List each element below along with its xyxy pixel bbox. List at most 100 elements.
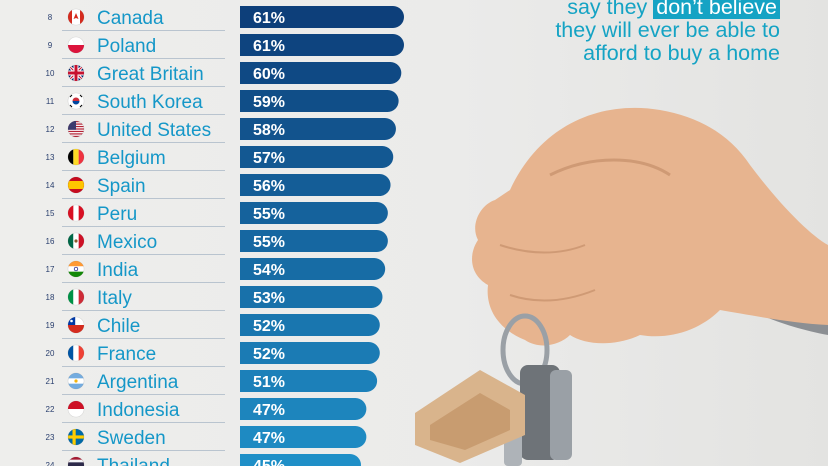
hand-holding-keys-photo <box>415 107 828 466</box>
headline-line2: they will ever be able to <box>555 18 780 42</box>
value-label: 52% <box>253 318 285 335</box>
rank-label: 20 <box>46 349 55 358</box>
country-label: India <box>97 260 139 281</box>
chart-row-france: 20 France 52% <box>46 342 380 367</box>
bar-square-end <box>240 6 254 28</box>
value-label: 59% <box>253 94 285 111</box>
bar-square-end <box>240 426 254 448</box>
country-label: Great Britain <box>97 64 204 85</box>
argentina-flag-icon <box>67 372 85 390</box>
rank-label: 24 <box>46 461 55 466</box>
spain-flag-icon <box>67 176 85 194</box>
rank-label: 18 <box>46 293 55 302</box>
country-label: Belgium <box>97 148 166 169</box>
rank-label: 11 <box>46 97 55 106</box>
value-label: 47% <box>253 430 285 447</box>
bar-south-korea <box>240 90 399 112</box>
bar-square-end <box>240 146 254 168</box>
bar-square-end <box>240 62 254 84</box>
value-label: 57% <box>253 150 285 167</box>
rank-label: 16 <box>46 237 55 246</box>
france-flag-icon <box>67 344 85 362</box>
value-label: 60% <box>253 66 285 83</box>
value-label: 52% <box>253 346 285 363</box>
chart-row-united-states: 12 United States 58% <box>46 118 396 143</box>
bar-france <box>240 342 380 364</box>
bar-italy <box>240 286 383 308</box>
peru-flag-icon <box>67 204 85 222</box>
chart-row-argentina: 21 Argentina 51% <box>46 370 378 395</box>
value-label: 58% <box>253 122 285 139</box>
country-label: Spain <box>97 176 146 197</box>
chart-row-indonesia: 22 Indonesia 47% <box>46 398 367 423</box>
chart-row-belgium: 13 Belgium 57% <box>46 146 394 171</box>
india-flag-icon <box>67 260 85 278</box>
chart-row-canada: 8 Canada 61% <box>48 6 404 31</box>
bar-square-end <box>240 90 254 112</box>
indonesia-flag-icon <box>67 400 85 418</box>
value-label: 45% <box>253 458 285 466</box>
rank-label: 13 <box>46 153 55 162</box>
country-label: South Korea <box>97 92 203 113</box>
country-label: Peru <box>97 204 137 225</box>
rank-label: 17 <box>46 265 55 274</box>
south-korea-flag-icon <box>67 92 85 110</box>
sweden-flag-icon <box>67 428 85 446</box>
bar-indonesia <box>240 398 367 420</box>
mexico-flag-icon <box>67 232 85 250</box>
bar-chile <box>240 314 380 336</box>
poland-flag-icon <box>67 36 85 54</box>
chart-row-india: 17 India 54% <box>46 258 386 283</box>
value-label: 56% <box>253 178 285 195</box>
value-label: 61% <box>253 10 285 27</box>
chart-row-sweden: 23 Sweden 47% <box>46 426 367 451</box>
country-bar-chart: 8 Canada 61% 9 Poland 61% 10 Great Britain 60% 11… <box>46 6 404 466</box>
bar-united-states <box>240 118 396 140</box>
usa-flag-icon <box>67 120 85 138</box>
country-label: Mexico <box>97 232 157 253</box>
belgium-flag-icon <box>67 148 85 166</box>
chart-row-peru: 15 Peru 55% <box>46 202 388 227</box>
bar-belgium <box>240 146 394 168</box>
bar-square-end <box>240 34 254 56</box>
value-label: 61% <box>253 38 285 55</box>
italy-flag-icon <box>67 288 85 306</box>
bar-square-end <box>240 286 254 308</box>
chart-row-italy: 18 Italy 53% <box>46 286 383 311</box>
chile-flag-icon <box>67 316 85 334</box>
bar-mexico <box>240 230 388 252</box>
country-label: Sweden <box>97 428 166 449</box>
rank-label: 21 <box>46 377 55 386</box>
headline-line3: afford to buy a home <box>583 41 780 65</box>
country-label: Canada <box>97 8 164 29</box>
country-label: Poland <box>97 36 156 57</box>
bar-peru <box>240 202 388 224</box>
bar-sweden <box>240 426 367 448</box>
bar-square-end <box>240 174 254 196</box>
headline-line1-pre: say they <box>567 0 654 19</box>
country-label: Italy <box>97 288 132 309</box>
chart-row-mexico: 16 Mexico 55% <box>46 230 388 255</box>
bar-square-end <box>240 118 254 140</box>
rank-label: 15 <box>46 209 55 218</box>
value-label: 53% <box>253 290 285 307</box>
chart-row-poland: 9 Poland 61% <box>48 34 404 59</box>
bar-great-britain <box>240 62 402 84</box>
uk-flag-icon <box>67 64 85 82</box>
country-label: Argentina <box>97 372 179 393</box>
chart-row-south-korea: 11 South Korea 59% <box>46 90 399 115</box>
value-label: 51% <box>253 374 285 391</box>
headline-highlight: don’t believe <box>653 0 780 19</box>
bar-square-end <box>240 202 254 224</box>
bar-india <box>240 258 386 280</box>
thailand-flag-icon <box>67 456 85 466</box>
bar-square-end <box>240 454 254 466</box>
rank-label: 10 <box>46 69 55 78</box>
bar-square-end <box>240 398 254 420</box>
rank-label: 19 <box>46 321 55 330</box>
chart-row-spain: 14 Spain 56% <box>46 174 391 199</box>
value-label: 55% <box>253 234 285 251</box>
bar-poland <box>240 34 404 56</box>
canada-flag-icon <box>67 8 85 26</box>
country-label: Indonesia <box>97 400 180 421</box>
